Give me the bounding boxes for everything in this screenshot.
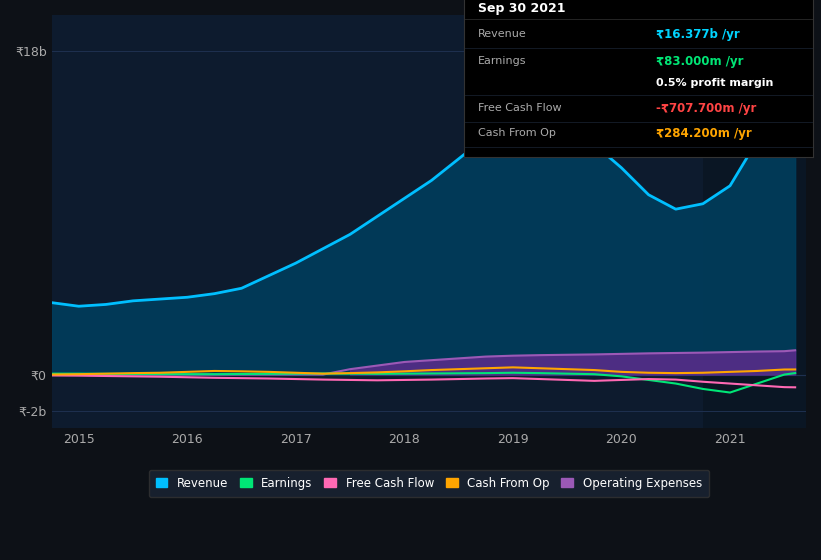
Text: Cash From Op: Cash From Op: [478, 128, 556, 138]
Legend: Revenue, Earnings, Free Cash Flow, Cash From Op, Operating Expenses: Revenue, Earnings, Free Cash Flow, Cash …: [149, 470, 709, 497]
Text: ₹284.200m /yr: ₹284.200m /yr: [656, 127, 751, 140]
Text: 0.5% profit margin: 0.5% profit margin: [656, 78, 773, 88]
Text: -₹707.700m /yr: -₹707.700m /yr: [656, 101, 756, 115]
Bar: [703, 15, 806, 428]
Text: Sep 30 2021: Sep 30 2021: [478, 2, 566, 16]
Text: ₹83.000m /yr: ₹83.000m /yr: [656, 54, 743, 68]
Text: ₹16.377b /yr: ₹16.377b /yr: [656, 27, 740, 41]
Text: Free Cash Flow: Free Cash Flow: [478, 103, 562, 113]
Text: Earnings: Earnings: [478, 56, 526, 66]
Text: Revenue: Revenue: [478, 29, 526, 39]
